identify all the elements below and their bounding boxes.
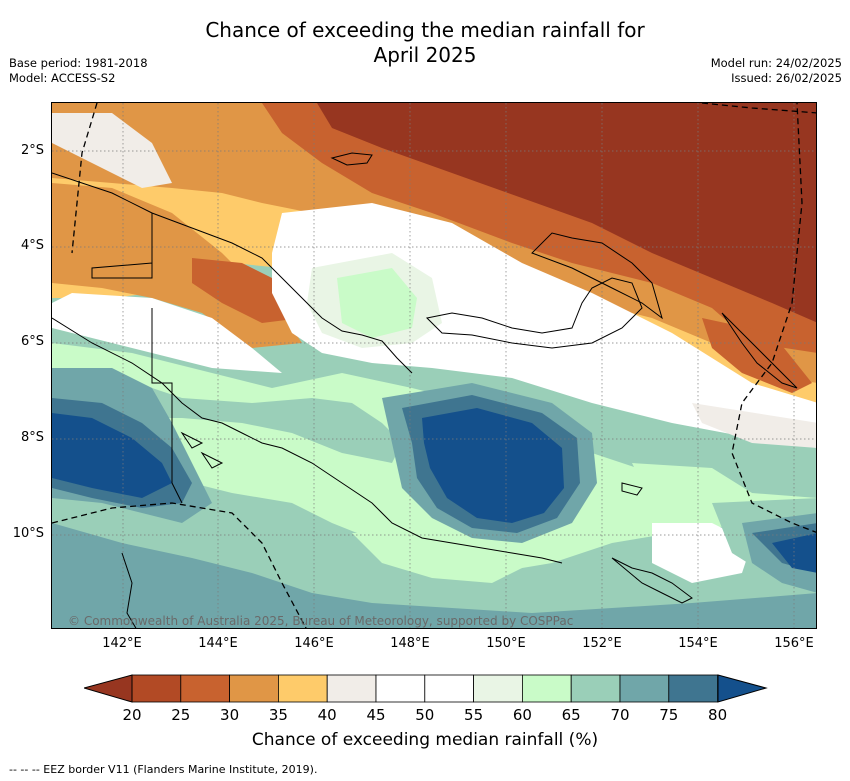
x-tick-label: 142°E	[102, 636, 142, 651]
colorbar	[84, 674, 768, 703]
x-tick-label: 144°E	[198, 636, 238, 651]
new-guinea-north-coast	[52, 172, 413, 374]
title-line-2: April 2025	[373, 43, 477, 67]
colorbar-cell	[521, 674, 572, 703]
region-20-25	[317, 103, 816, 323]
colorbar-tick-label: 45	[366, 706, 386, 724]
coastlines	[52, 152, 798, 628]
eez-east	[731, 103, 816, 533]
y-tick-label: 10°S	[12, 526, 44, 541]
new-ireland	[531, 232, 663, 320]
title-line-1: Chance of exceeding the median rainfall …	[205, 18, 645, 42]
probability-map	[52, 103, 816, 628]
colorbar-cell	[131, 674, 182, 703]
map-title: Chance of exceeding the median rainfall …	[0, 18, 850, 68]
region-gt80-west	[52, 413, 172, 498]
colorbar-cell	[473, 674, 523, 703]
new-britain	[425, 277, 643, 349]
colorbar-tick-label: 60	[512, 706, 532, 724]
y-tick-label: 4°S	[20, 238, 44, 253]
region-gt80-center	[422, 408, 564, 523]
woodlark	[621, 482, 643, 496]
eez-borders	[52, 103, 816, 628]
eez-northeast	[701, 103, 816, 114]
y-tick-label: 2°S	[20, 143, 44, 158]
colorbar-tick-label: 55	[464, 706, 484, 724]
colorbar-tick-label: 25	[171, 706, 191, 724]
colorbar-cell	[619, 674, 670, 703]
eez-legend-note: -- -- -- EEZ border V11 (Flanders Marine…	[9, 763, 318, 776]
region-60-65-center	[337, 268, 417, 338]
colorbar-tick-label: 40	[317, 706, 337, 724]
papua-border	[91, 213, 183, 504]
x-tick-label: 156°E	[774, 636, 814, 651]
colorbar-cell	[229, 674, 279, 703]
manus-island	[330, 152, 373, 166]
colorbar-tick-label: 50	[415, 706, 435, 724]
y-tick-label: 6°S	[20, 334, 44, 349]
colorbar-under-arrow	[84, 674, 133, 703]
colorbar-tick-label: 80	[708, 706, 728, 724]
x-tick-label: 154°E	[678, 636, 718, 651]
model-text: Model: ACCESS-S2	[9, 71, 116, 85]
copyright-text: © Commonwealth of Australia 2025, Bureau…	[68, 614, 574, 628]
region-60-65-south	[352, 533, 522, 583]
colorbar-cell	[180, 674, 231, 703]
colorbar-cell	[326, 674, 377, 703]
colorbar-tick-label: 65	[561, 706, 581, 724]
x-tick-label: 150°E	[486, 636, 526, 651]
colorbar-cell	[424, 674, 474, 703]
bougainville	[721, 312, 798, 389]
colorbar-tick-label: 35	[268, 706, 288, 724]
colorbar-over-arrow	[717, 674, 768, 703]
colorbar-cell	[570, 674, 621, 703]
colorbar-tick-label: 75	[659, 706, 679, 724]
y-tick-label: 8°S	[20, 430, 44, 445]
x-tick-label: 148°E	[390, 636, 430, 651]
southeast-islands	[611, 557, 693, 604]
colorbar-tick-label: 70	[610, 706, 630, 724]
region-45-55-west	[52, 293, 282, 373]
region-gt80-east	[772, 533, 816, 573]
new-guinea-south-coast	[52, 317, 563, 564]
region-25-30-east	[702, 318, 812, 393]
model-run-text: Model run: 24/02/2025	[710, 56, 842, 70]
colorbar-cells	[131, 674, 718, 703]
region-40-45-east	[692, 403, 816, 448]
map-panel	[51, 102, 817, 629]
region-25-30-west	[192, 258, 302, 323]
issued-text: Issued: 26/02/2025	[731, 71, 842, 85]
region-40-50	[52, 113, 172, 188]
eez-west-south	[52, 502, 307, 628]
base-period-info: Base period: 1981-2018 Model: ACCESS-S2	[9, 56, 148, 86]
colorbar-title: Chance of exceeding median rainfall (%)	[251, 730, 599, 750]
torres-islands	[180, 431, 224, 469]
model-run-info: Model run: 24/02/2025 Issued: 26/02/2025	[711, 56, 842, 86]
x-tick-label: 152°E	[582, 636, 622, 651]
colorbar-tick-label: 20	[122, 706, 142, 724]
x-tick-label: 146°E	[294, 636, 334, 651]
base-period-text: Base period: 1981-2018	[9, 56, 148, 70]
colorbar-tick-label: 30	[220, 706, 240, 724]
cape-york	[121, 552, 137, 628]
colorbar-cell	[277, 674, 328, 703]
colorbar-cell	[375, 674, 426, 703]
colorbar-cell	[668, 674, 718, 703]
region-70-75-south	[52, 523, 816, 628]
